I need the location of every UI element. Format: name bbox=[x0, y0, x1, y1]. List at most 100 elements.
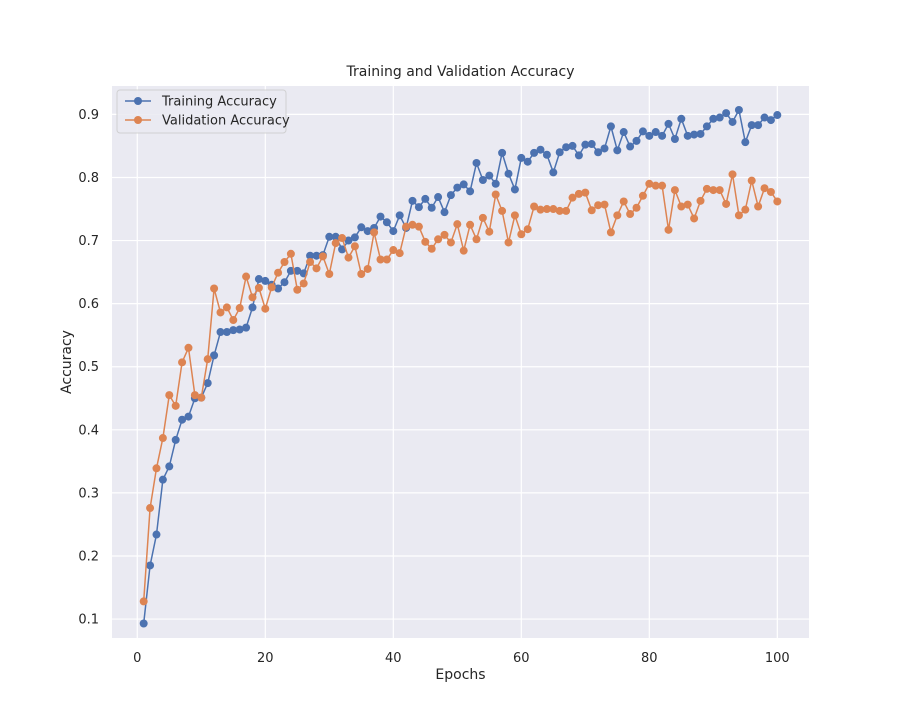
data-point bbox=[773, 197, 782, 206]
data-point bbox=[683, 131, 692, 140]
data-point bbox=[773, 111, 782, 120]
data-point bbox=[754, 202, 763, 211]
data-point bbox=[427, 203, 436, 212]
data-point bbox=[408, 196, 417, 205]
data-point bbox=[248, 303, 257, 312]
data-point bbox=[306, 258, 315, 267]
data-point bbox=[395, 211, 404, 220]
data-point bbox=[677, 114, 686, 123]
data-point bbox=[165, 462, 174, 471]
data-point bbox=[434, 235, 443, 244]
y-tick-label: 0.4 bbox=[78, 423, 99, 438]
x-tick-label: 100 bbox=[765, 651, 790, 666]
plot-background bbox=[112, 86, 809, 638]
data-point bbox=[638, 191, 647, 200]
data-point bbox=[709, 114, 718, 123]
data-point bbox=[254, 283, 263, 292]
data-point bbox=[357, 270, 366, 278]
data-point bbox=[197, 393, 206, 402]
data-point bbox=[184, 343, 193, 352]
data-point bbox=[485, 227, 494, 236]
data-point bbox=[146, 504, 155, 513]
data-point bbox=[702, 122, 711, 131]
data-point bbox=[702, 184, 711, 193]
data-point bbox=[581, 188, 590, 197]
y-tick-label: 0.3 bbox=[78, 486, 99, 501]
data-point bbox=[478, 176, 487, 184]
data-point bbox=[274, 268, 283, 277]
data-point bbox=[293, 285, 302, 294]
data-point bbox=[389, 227, 398, 236]
x-axis-ticks: 0 20 40 60 80 100 bbox=[133, 651, 790, 666]
x-tick-label: 60 bbox=[513, 651, 530, 666]
y-tick-label: 0.8 bbox=[78, 171, 99, 186]
data-point bbox=[344, 236, 353, 245]
data-point bbox=[600, 144, 609, 153]
data-point bbox=[645, 179, 654, 188]
data-point bbox=[414, 203, 423, 212]
data-point bbox=[165, 391, 174, 400]
series-training bbox=[139, 105, 782, 628]
data-point bbox=[293, 266, 302, 275]
data-point bbox=[517, 230, 526, 239]
legend: Training Accuracy Validation Accuracy bbox=[116, 89, 290, 134]
data-point bbox=[670, 134, 679, 143]
data-point bbox=[728, 170, 737, 179]
x-tick-label: 20 bbox=[257, 651, 274, 666]
data-point bbox=[146, 561, 155, 570]
data-point bbox=[760, 113, 769, 122]
data-point bbox=[190, 391, 199, 400]
data-point bbox=[229, 316, 238, 325]
data-point bbox=[536, 205, 545, 214]
data-point bbox=[254, 275, 263, 284]
data-point bbox=[184, 412, 193, 421]
data-point bbox=[280, 258, 289, 267]
data-point bbox=[658, 181, 667, 190]
data-point bbox=[523, 225, 532, 234]
data-point bbox=[171, 435, 180, 444]
data-point bbox=[696, 129, 705, 138]
legend-entry-validation: Validation Accuracy bbox=[125, 114, 290, 129]
data-point bbox=[446, 238, 455, 247]
data-point bbox=[754, 121, 763, 130]
data-point bbox=[555, 148, 564, 157]
data-point bbox=[568, 193, 577, 202]
data-point bbox=[728, 117, 737, 126]
data-point bbox=[510, 185, 519, 194]
data-point bbox=[626, 142, 635, 151]
data-point bbox=[158, 434, 167, 443]
data-point bbox=[350, 233, 359, 242]
y-tick-label: 0.2 bbox=[78, 549, 99, 564]
data-point bbox=[350, 242, 359, 251]
data-point bbox=[549, 205, 558, 214]
data-point bbox=[632, 203, 641, 212]
data-point bbox=[312, 251, 321, 260]
data-point bbox=[203, 355, 212, 364]
y-tick-label: 0.5 bbox=[78, 360, 99, 375]
data-point bbox=[210, 351, 219, 360]
data-point bbox=[677, 202, 686, 211]
data-point bbox=[504, 238, 513, 247]
data-point bbox=[139, 619, 148, 628]
data-point bbox=[363, 227, 372, 236]
data-point bbox=[664, 119, 673, 128]
data-point bbox=[235, 304, 244, 313]
data-point bbox=[242, 323, 251, 332]
data-point bbox=[606, 228, 615, 237]
legend-box bbox=[116, 89, 287, 134]
data-point bbox=[504, 169, 513, 178]
data-point bbox=[741, 138, 750, 147]
series-layer bbox=[139, 105, 782, 628]
data-point bbox=[325, 270, 334, 278]
data-point bbox=[542, 150, 551, 159]
data-point bbox=[638, 127, 647, 136]
x-tick-label: 80 bbox=[641, 651, 658, 666]
data-point bbox=[734, 211, 743, 220]
data-point bbox=[299, 279, 308, 288]
data-point bbox=[376, 255, 385, 264]
data-point bbox=[658, 131, 667, 140]
data-point bbox=[216, 308, 225, 317]
data-point bbox=[562, 143, 571, 152]
data-point bbox=[338, 234, 347, 243]
